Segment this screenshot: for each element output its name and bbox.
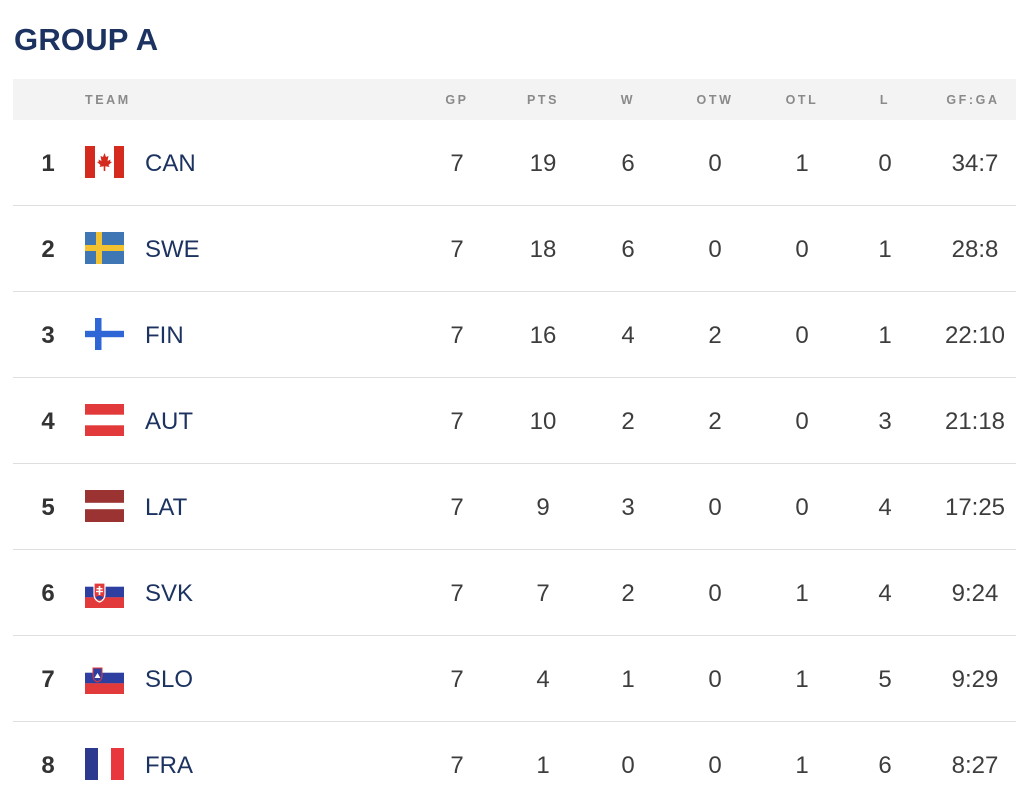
table-row[interactable]: 6 SVK 7 7 2 0 1 4 9:24 [13, 550, 1016, 636]
otw-cell: 2 [708, 322, 722, 349]
otw-cell: 0 [708, 236, 722, 263]
l-cell: 5 [878, 666, 892, 693]
gfga-cell: 17:25 [944, 494, 1006, 521]
column-header-otl[interactable]: OTL [785, 93, 819, 107]
gp-cell: 7 [450, 236, 464, 263]
column-header-gf-ga[interactable]: GF:GA [946, 93, 1000, 107]
otw-cell: 0 [708, 666, 722, 693]
slovenia-flag-icon [85, 662, 124, 694]
rank-cell: 8 [41, 752, 55, 779]
gp-cell: 7 [450, 494, 464, 521]
gfga-cell: 28:8 [951, 236, 999, 263]
table-row[interactable]: 4 AUT 7 10 2 2 0 3 21:18 [13, 378, 1016, 464]
w-cell: 1 [621, 666, 635, 693]
table-header: TEAM GP PTS W OTW OTL L GF:GA [13, 79, 1016, 120]
gfga-cell: 9:29 [951, 666, 999, 693]
pts-cell: 16 [529, 322, 557, 349]
gp-cell: 7 [450, 752, 464, 779]
w-cell: 6 [621, 236, 635, 263]
column-header-gp[interactable]: GP [445, 93, 469, 107]
table-row[interactable]: 1 CAN 7 19 6 0 1 0 34:7 [13, 120, 1016, 206]
rank-cell: 5 [41, 494, 55, 521]
team-name[interactable]: FIN [145, 322, 184, 349]
otl-cell: 0 [795, 408, 809, 435]
otl-cell: 1 [795, 666, 809, 693]
otl-cell: 1 [795, 580, 809, 607]
l-cell: 1 [878, 236, 892, 263]
l-cell: 1 [878, 322, 892, 349]
l-cell: 6 [878, 752, 892, 779]
team-name[interactable]: SVK [145, 580, 194, 607]
rank-cell: 7 [41, 666, 55, 693]
gfga-cell: 22:10 [944, 322, 1006, 349]
otw-cell: 0 [708, 580, 722, 607]
l-cell: 4 [878, 580, 892, 607]
slovakia-flag-icon [85, 576, 124, 608]
canada-flag-icon [85, 146, 124, 178]
france-flag-icon [85, 748, 124, 780]
pts-cell: 9 [536, 494, 550, 521]
gp-cell: 7 [450, 666, 464, 693]
w-cell: 0 [621, 752, 635, 779]
standings-table: TEAM GP PTS W OTW OTL L GF:GA 1 CAN 7 19 6 0 1… [13, 79, 1016, 808]
column-header-pts[interactable]: PTS [526, 93, 560, 107]
pts-cell: 7 [536, 580, 550, 607]
otl-cell: 0 [795, 494, 809, 521]
gfga-cell: 34:7 [951, 150, 999, 177]
gp-cell: 7 [450, 150, 464, 177]
team-name[interactable]: SWE [145, 236, 200, 263]
l-cell: 3 [878, 408, 892, 435]
team-name[interactable]: LAT [145, 494, 188, 521]
team-name[interactable]: AUT [145, 408, 193, 435]
gfga-cell: 9:24 [951, 580, 999, 607]
finland-flag-icon [85, 318, 124, 350]
gp-cell: 7 [450, 580, 464, 607]
team-name[interactable]: FRA [145, 752, 193, 779]
l-cell: 0 [878, 150, 892, 177]
rank-cell: 2 [41, 236, 55, 263]
rank-cell: 6 [41, 580, 55, 607]
pts-cell: 18 [529, 236, 557, 263]
team-name[interactable]: CAN [145, 150, 196, 177]
pts-cell: 10 [529, 408, 557, 435]
otl-cell: 1 [795, 752, 809, 779]
gfga-cell: 8:27 [951, 752, 999, 779]
rank-cell: 4 [41, 408, 55, 435]
pts-cell: 1 [536, 752, 550, 779]
otw-cell: 2 [708, 408, 722, 435]
table-row[interactable]: 5 LAT 7 9 3 0 0 4 17:25 [13, 464, 1016, 550]
otw-cell: 0 [708, 752, 722, 779]
w-cell: 2 [621, 580, 635, 607]
table-row[interactable]: 3 FIN 7 16 4 2 0 1 22:10 [13, 292, 1016, 378]
column-header-team[interactable]: TEAM [85, 93, 131, 107]
l-cell: 4 [878, 494, 892, 521]
otw-cell: 0 [708, 150, 722, 177]
rank-cell: 1 [41, 150, 55, 177]
otl-cell: 0 [795, 322, 809, 349]
column-header-otw[interactable]: OTW [696, 93, 734, 107]
column-header-l[interactable]: L [879, 93, 891, 107]
otw-cell: 0 [708, 494, 722, 521]
group-title: GROUP A [14, 22, 159, 57]
otl-cell: 1 [795, 150, 809, 177]
column-header-w[interactable]: W [620, 93, 636, 107]
w-cell: 6 [621, 150, 635, 177]
gfga-cell: 21:18 [944, 408, 1006, 435]
rank-cell: 3 [41, 322, 55, 349]
gp-cell: 7 [450, 322, 464, 349]
w-cell: 2 [621, 408, 635, 435]
team-name[interactable]: SLO [145, 666, 194, 693]
sweden-flag-icon [85, 232, 124, 264]
otl-cell: 0 [795, 236, 809, 263]
austria-flag-icon [85, 404, 124, 436]
table-row[interactable]: 2 SWE 7 18 6 0 0 1 28:8 [13, 206, 1016, 292]
table-row[interactable]: 8 FRA 7 1 0 0 1 6 8:27 [13, 722, 1016, 808]
w-cell: 4 [621, 322, 635, 349]
pts-cell: 19 [529, 150, 557, 177]
table-row[interactable]: 7 SLO 7 4 1 0 1 5 9:29 [13, 636, 1016, 722]
w-cell: 3 [621, 494, 635, 521]
gp-cell: 7 [450, 408, 464, 435]
pts-cell: 4 [536, 666, 550, 693]
latvia-flag-icon [85, 490, 124, 522]
